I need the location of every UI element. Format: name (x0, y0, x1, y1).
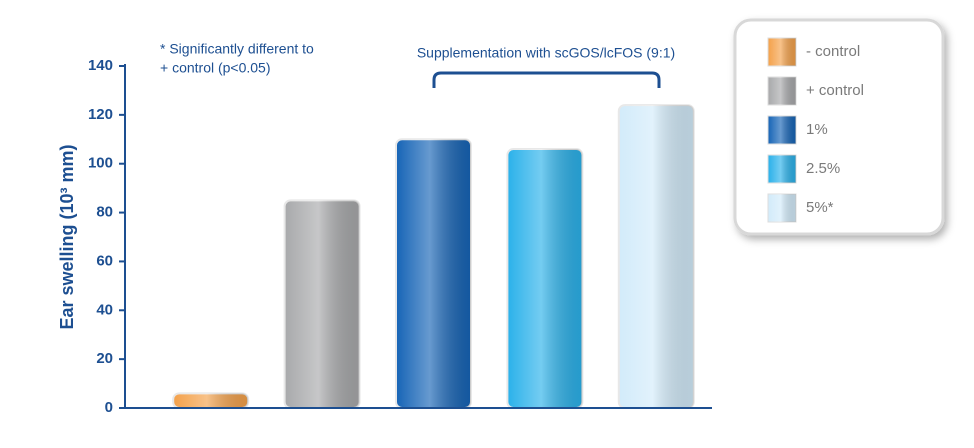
legend-label: + control (806, 82, 864, 99)
y-tick-label: 20 (96, 350, 113, 367)
bar-gloss (396, 139, 471, 409)
y-tick-label: 60 (96, 252, 113, 269)
y-tick-label: 120 (88, 106, 113, 123)
legend-swatch-gloss (768, 116, 796, 144)
annotation: + control (p<0.05) (160, 60, 271, 76)
y-axis-label: Ear swelling (10³ mm) (57, 144, 77, 329)
y-tick-label: 0 (105, 399, 113, 416)
bar-gloss (284, 200, 360, 408)
y-tick-label: 140 (88, 57, 113, 74)
bar-gloss (507, 149, 583, 409)
legend-label: 2.5% (806, 160, 840, 177)
y-tick-label: 100 (88, 155, 113, 172)
y-tick-label: 80 (96, 204, 113, 221)
bar-gloss (618, 105, 694, 408)
legend-label: - control (806, 43, 860, 60)
legend-swatch-gloss (768, 194, 796, 222)
bar-gloss (173, 393, 249, 408)
legend-label: 1% (806, 121, 828, 138)
y-tick-label: 40 (96, 301, 113, 318)
legend-swatch-gloss (768, 38, 796, 66)
legend-swatch-gloss (768, 77, 796, 105)
annotation: * Significantly different to (160, 41, 314, 57)
bracket (432, 71, 661, 88)
legend-swatch-gloss (768, 155, 796, 183)
legend-label: 5%* (806, 199, 834, 216)
bracket-label: Supplementation with scGOS/lcFOS (9:1) (417, 45, 675, 61)
